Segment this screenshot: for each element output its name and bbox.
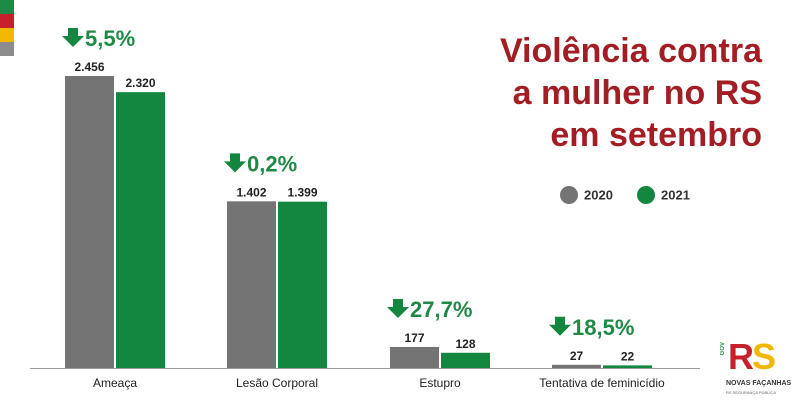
change-label-lesao-corporal: 0,2% xyxy=(247,151,297,176)
change-label-estupro: 27,7% xyxy=(410,297,472,322)
logo-line-1: NOVAS FAÇANHAS xyxy=(726,380,792,387)
bar-lesao-corporal-2021 xyxy=(278,201,327,368)
data-label-estupro-2021: 128 xyxy=(455,337,475,351)
legend-label-2021: 2021 xyxy=(661,187,690,203)
legend-item-2021: 2021 xyxy=(637,186,690,204)
data-label-ameaca-2021: 2.320 xyxy=(125,76,155,90)
flag-stripes xyxy=(0,0,14,56)
data-label-tentativa-de-feminicidio-2020: 27 xyxy=(570,349,584,363)
chart-title: Violência contra a mulher no RS em setem… xyxy=(342,30,762,156)
category-label-ameaca: Ameaça xyxy=(93,376,137,390)
bar-ameaca-2020 xyxy=(65,76,114,368)
flag-stripe xyxy=(0,14,14,28)
bar-tentativa-de-feminicidio-2020 xyxy=(552,364,601,368)
data-label-lesao-corporal-2020: 1.402 xyxy=(236,185,266,199)
logo-line-2: RS SEGURANÇA PÚBLICA xyxy=(726,390,777,395)
change-label-ameaca: 5,5% xyxy=(85,26,135,51)
logo-gov-text: GOV xyxy=(720,342,726,356)
data-label-estupro-2020: 177 xyxy=(404,331,424,345)
flag-stripe xyxy=(0,42,14,56)
flag-stripe xyxy=(0,28,14,42)
category-label-tentativa-de-feminicidio: Tentativa de feminicídio xyxy=(539,376,665,390)
rs-seguranca-logo: GOV RS NOVAS FAÇANHAS RS SEGURANÇA PÚBLI… xyxy=(720,336,792,400)
bar-lesao-corporal-2020 xyxy=(227,201,276,368)
logo-r: R xyxy=(728,336,754,377)
down-arrow-icon xyxy=(549,316,571,336)
bar-estupro-2021 xyxy=(441,352,490,368)
data-label-tentativa-de-feminicidio-2021: 22 xyxy=(621,349,635,363)
legend-label-2020: 2020 xyxy=(584,187,613,203)
category-label-lesao-corporal: Lesão Corporal xyxy=(236,376,318,390)
down-arrow-icon xyxy=(62,28,84,47)
logo-s: S xyxy=(752,336,776,377)
flag-stripe xyxy=(0,0,14,14)
title-line-1: Violência contra xyxy=(499,32,762,70)
bar-estupro-2020 xyxy=(390,346,439,368)
down-arrow-icon xyxy=(387,298,409,318)
category-label-estupro: Estupro xyxy=(419,376,461,390)
data-label-ameaca-2020: 2.456 xyxy=(74,60,104,74)
legend-swatch-2021 xyxy=(637,186,655,204)
title-line-2: a mulher no RS xyxy=(512,74,762,112)
logo-rs-mark: RS xyxy=(728,336,776,377)
legend-swatch-2020 xyxy=(560,186,578,204)
bar-ameaca-2021 xyxy=(116,92,165,369)
bar-tentativa-de-feminicidio-2021 xyxy=(603,365,652,368)
down-arrow-icon xyxy=(224,153,246,173)
legend-item-2020: 2020 xyxy=(560,186,613,204)
change-label-tentativa-de-feminicidio: 18,5% xyxy=(572,315,634,340)
title-line-3: em setembro xyxy=(550,116,762,154)
data-label-lesao-corporal-2021: 1.399 xyxy=(287,186,317,200)
